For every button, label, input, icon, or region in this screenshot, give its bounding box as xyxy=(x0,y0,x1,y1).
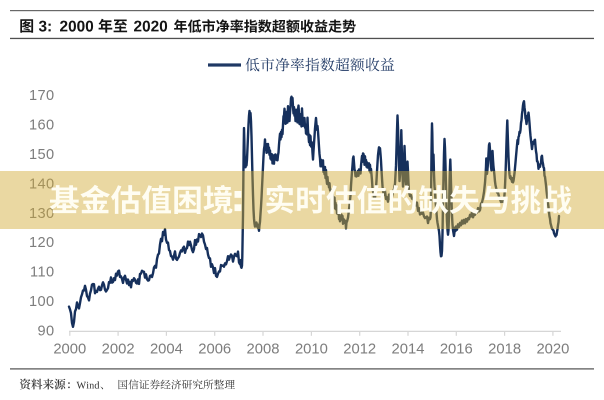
svg-text:150: 150 xyxy=(29,147,55,163)
svg-text:2010: 2010 xyxy=(295,342,328,358)
svg-text:170: 170 xyxy=(29,88,55,104)
svg-text:2012: 2012 xyxy=(343,342,376,358)
svg-text:2000: 2000 xyxy=(53,342,86,358)
svg-text:2014: 2014 xyxy=(392,342,425,358)
svg-text:120: 120 xyxy=(29,235,55,251)
svg-text:2006: 2006 xyxy=(198,342,231,358)
svg-text:2018: 2018 xyxy=(488,342,521,358)
svg-text:2008: 2008 xyxy=(247,342,280,358)
svg-text:2016: 2016 xyxy=(440,342,473,358)
svg-text:2004: 2004 xyxy=(150,342,183,358)
svg-text:100: 100 xyxy=(29,294,55,310)
svg-text:130: 130 xyxy=(29,206,55,222)
svg-text:2002: 2002 xyxy=(102,342,135,358)
svg-text:2020: 2020 xyxy=(536,342,569,358)
svg-text:90: 90 xyxy=(37,323,54,339)
svg-text:110: 110 xyxy=(30,265,54,281)
svg-text:160: 160 xyxy=(29,118,55,134)
svg-text:140: 140 xyxy=(29,176,55,192)
